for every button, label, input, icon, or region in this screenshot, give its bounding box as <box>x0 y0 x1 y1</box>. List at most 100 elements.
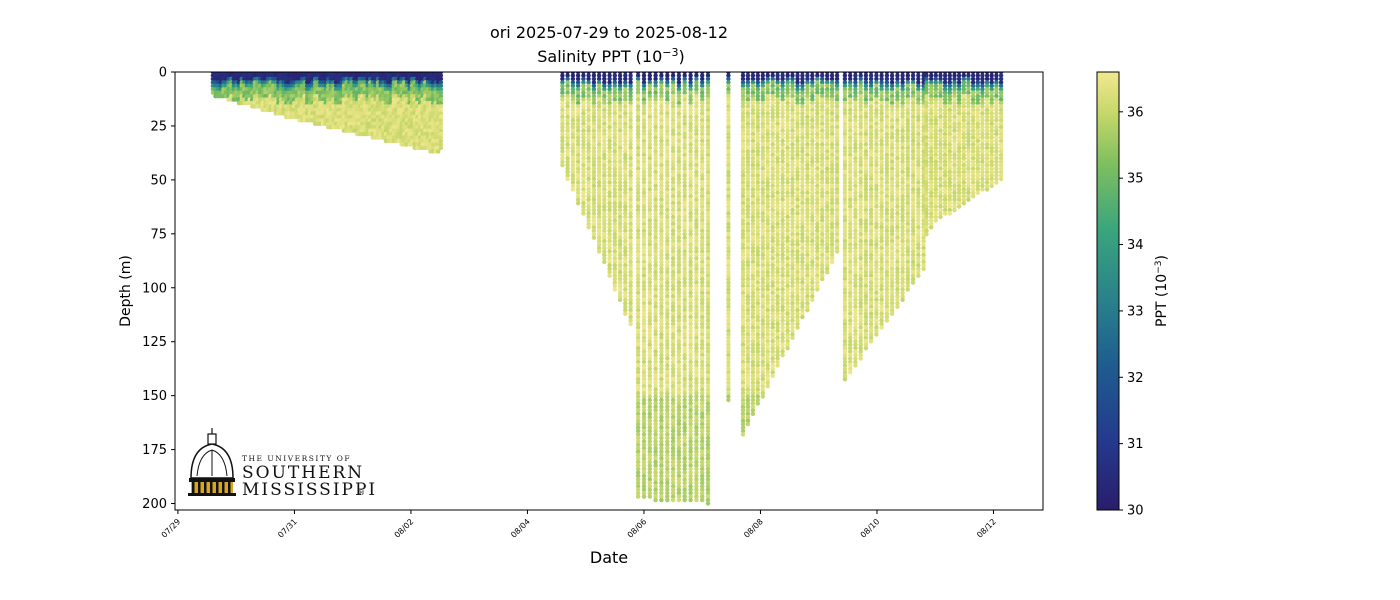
data-point <box>623 145 628 151</box>
data-point <box>635 142 641 147</box>
data-point <box>602 218 607 223</box>
data-point <box>635 125 641 130</box>
data-point <box>623 166 628 171</box>
data-point <box>570 114 576 120</box>
data-point <box>623 97 628 102</box>
data-point <box>653 100 658 106</box>
data-point <box>612 190 617 195</box>
data-point <box>565 149 570 154</box>
data-point <box>623 128 628 133</box>
data-point <box>641 194 647 199</box>
data-point <box>607 235 612 240</box>
data-point <box>565 131 570 137</box>
data-point <box>628 194 633 199</box>
data-point <box>438 138 444 144</box>
data-point <box>623 214 628 220</box>
data-point <box>617 149 623 154</box>
data-point <box>653 287 658 292</box>
data-point <box>612 145 617 151</box>
data-point <box>612 166 617 171</box>
data-point <box>647 470 652 475</box>
data-point <box>653 328 658 334</box>
data-point <box>607 228 612 233</box>
data-point <box>641 380 647 385</box>
data-point <box>565 114 570 120</box>
data-point <box>438 83 444 89</box>
data-point <box>653 163 658 168</box>
data-point <box>570 107 576 113</box>
data-point <box>607 128 612 133</box>
data-point <box>565 76 570 82</box>
data-point <box>647 390 652 396</box>
data-point <box>612 249 617 254</box>
data-point <box>647 328 652 334</box>
data-point <box>617 266 623 271</box>
data-point <box>602 135 607 140</box>
data-point <box>628 207 633 213</box>
data-point <box>659 121 664 127</box>
data-point <box>591 204 597 209</box>
data-point <box>607 149 612 154</box>
data-point <box>570 152 576 158</box>
data-point <box>641 421 647 427</box>
data-point <box>635 156 641 161</box>
data-point <box>607 242 612 247</box>
data-point <box>653 356 658 361</box>
data-point <box>653 266 658 271</box>
data-point <box>623 180 628 185</box>
data-point <box>647 287 652 292</box>
data-point <box>775 363 780 368</box>
data-point <box>586 131 591 137</box>
data-point <box>607 131 612 137</box>
data-point <box>623 73 628 78</box>
data-point <box>602 138 607 144</box>
data-point <box>602 156 607 161</box>
data-point <box>560 156 565 161</box>
data-point <box>641 404 647 410</box>
data-point <box>628 114 633 120</box>
data-point <box>647 169 652 175</box>
data-point <box>575 173 581 178</box>
data-point <box>653 494 658 499</box>
data-point <box>581 83 586 89</box>
data-point <box>612 276 617 282</box>
data-point <box>623 190 628 195</box>
data-point <box>653 221 658 227</box>
data-point <box>570 169 576 175</box>
data-point <box>647 290 652 296</box>
data-point <box>586 221 591 227</box>
data-point <box>575 176 581 182</box>
data-point <box>575 156 581 161</box>
data-point <box>635 425 641 430</box>
data-point <box>602 83 607 89</box>
data-point <box>635 90 641 95</box>
data-point <box>623 218 628 223</box>
data-point <box>635 356 641 361</box>
data-point <box>628 314 633 320</box>
data-point <box>570 138 576 144</box>
data-point <box>647 304 652 309</box>
data-point <box>653 314 658 320</box>
data-point <box>641 218 647 223</box>
data-point <box>436 149 441 154</box>
data-point <box>591 149 597 154</box>
data-point <box>647 239 652 244</box>
data-point <box>623 131 628 137</box>
data-point <box>623 135 628 140</box>
data-point <box>570 94 576 99</box>
data-point <box>623 294 628 299</box>
data-point <box>647 263 652 268</box>
data-point <box>635 349 641 354</box>
data-point <box>641 446 647 451</box>
data-point <box>623 80 628 85</box>
data-point <box>653 359 658 365</box>
data-point <box>647 494 652 499</box>
data-point <box>612 73 617 78</box>
data-point <box>591 118 597 123</box>
data-point <box>635 239 641 244</box>
data-point <box>665 497 670 503</box>
data-point <box>560 138 565 144</box>
data-point <box>586 80 591 85</box>
data-point <box>602 163 607 168</box>
data-point <box>565 152 570 158</box>
